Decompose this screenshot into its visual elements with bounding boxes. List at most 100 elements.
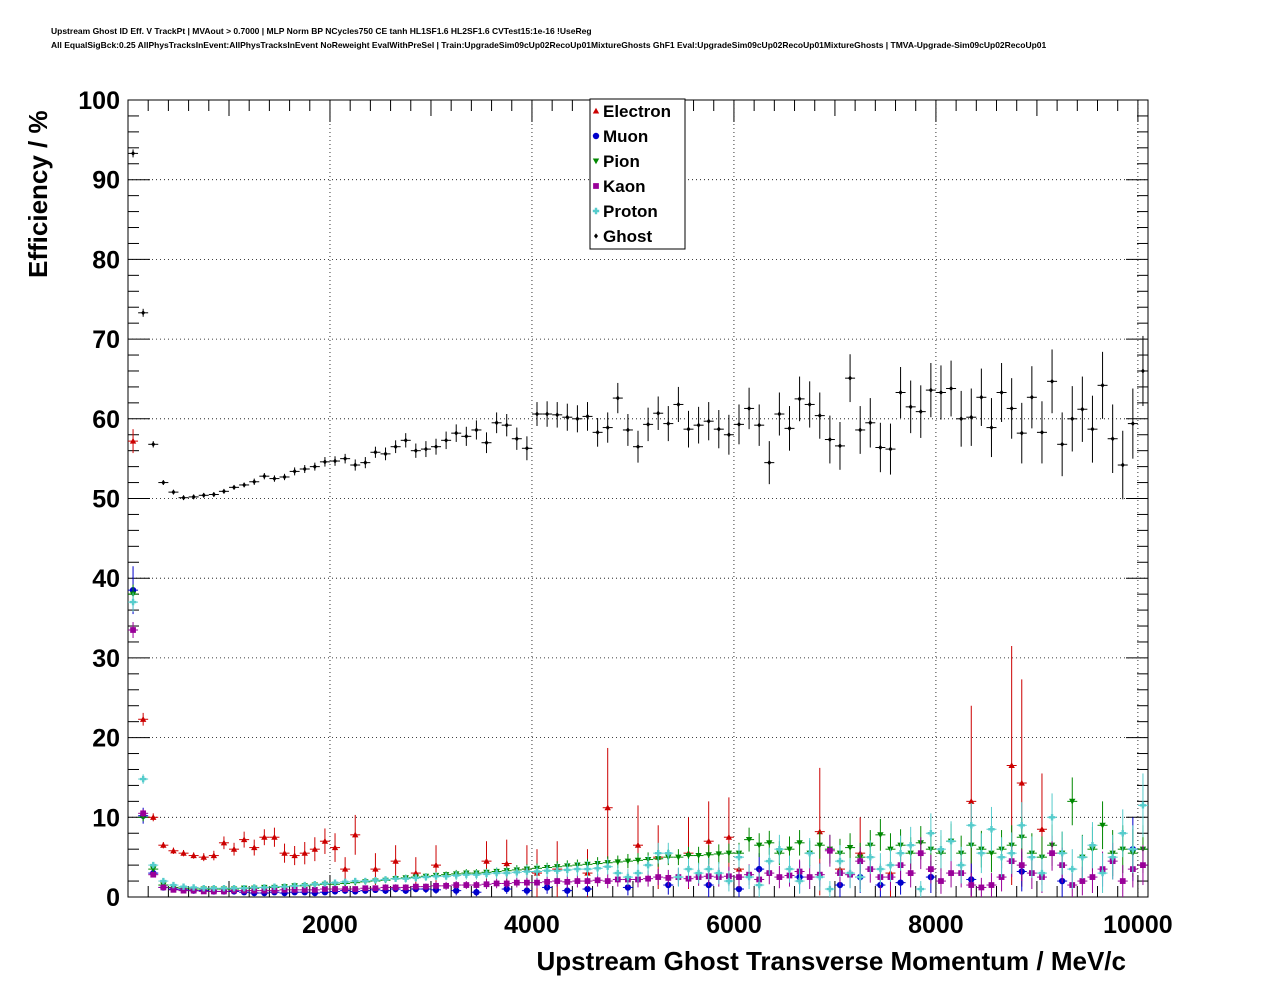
proton-point — [614, 869, 622, 877]
ghost-point — [141, 310, 146, 316]
x-axis-label: Upstream Ghost Transverse Momentum / MeV… — [536, 946, 1126, 976]
electron-point — [725, 834, 733, 840]
kaon-point — [402, 884, 409, 891]
ghost-point — [262, 473, 267, 479]
ghost-point — [151, 441, 156, 447]
proton-point — [735, 853, 743, 861]
kaon-point — [291, 886, 298, 893]
proton-point — [644, 861, 652, 869]
y-tick-label: 100 — [78, 87, 120, 115]
proton-point — [907, 841, 914, 849]
muon-point — [624, 884, 632, 891]
legend-box — [589, 98, 686, 250]
y-tick-label: 50 — [92, 486, 120, 514]
muon-point — [473, 889, 480, 896]
proton-point — [271, 883, 278, 890]
ghost-point — [605, 424, 610, 431]
proton-point — [442, 873, 450, 880]
proton-point — [978, 849, 985, 857]
proton-point — [513, 869, 521, 876]
kaon-point — [483, 881, 490, 888]
ghost-point — [716, 426, 721, 432]
proton-point — [806, 849, 813, 857]
proton-point — [685, 865, 692, 873]
kaon-point — [988, 882, 995, 888]
ghost-point — [646, 421, 651, 427]
ghost-point — [232, 484, 237, 490]
proton-point — [816, 873, 823, 881]
kaon-point — [160, 884, 167, 891]
ghost-point — [211, 491, 216, 498]
proton-point — [957, 861, 965, 869]
ghost-point — [565, 414, 570, 420]
ghost-point — [434, 444, 439, 450]
ghost-point — [999, 389, 1004, 396]
electron-point — [139, 716, 147, 722]
ghost-point — [595, 429, 600, 435]
proton-point — [836, 857, 844, 865]
proton-point — [129, 598, 137, 606]
proton-point — [180, 883, 187, 890]
electron-point — [210, 852, 218, 859]
ghost-point — [918, 409, 923, 415]
ghost-point — [1130, 420, 1135, 427]
electron-point — [160, 841, 167, 848]
electron-point — [705, 838, 712, 844]
proton-point — [281, 883, 288, 890]
legend-label-muon: Muon — [603, 127, 648, 146]
ghost-point — [555, 412, 560, 418]
ghost-point — [1120, 462, 1125, 468]
proton-point — [897, 849, 904, 857]
chart-title-line-1: Upstream Ghost ID Eff. V TrackPt | MVAou… — [51, 26, 592, 36]
proton-point — [554, 867, 561, 874]
electron-point — [301, 849, 308, 856]
ghost-point — [343, 456, 348, 462]
electron-point — [412, 869, 420, 876]
proton-point — [412, 874, 420, 882]
kaon-point — [493, 880, 500, 887]
proton-point — [1109, 853, 1116, 861]
proton-point — [261, 884, 268, 891]
ghost-point — [1090, 426, 1095, 432]
proton-point — [240, 885, 248, 892]
pion-point — [745, 837, 753, 843]
ghost-point — [868, 420, 873, 426]
proton-point — [1058, 849, 1066, 857]
electron-point — [180, 849, 187, 856]
grid-lines — [128, 100, 1148, 897]
y-tick-label: 0 — [106, 884, 120, 912]
kaon-point — [170, 886, 177, 893]
muon-point — [453, 887, 460, 894]
pion-point — [877, 832, 884, 839]
proton-point — [947, 838, 955, 845]
ghost-point — [625, 427, 630, 433]
kaon-point — [584, 878, 591, 884]
proton-point — [170, 881, 177, 889]
proton-point — [634, 869, 642, 877]
y-tick-label: 20 — [92, 725, 120, 753]
kaon-point — [423, 883, 429, 890]
y-axis: 0 10 20 30 40 50 60 70 80 90 100 — [78, 87, 1148, 912]
ghost-point — [878, 444, 883, 451]
kaon-point — [382, 884, 389, 891]
ghost-point — [777, 411, 782, 417]
kaon-point — [503, 880, 510, 887]
kaon-point — [968, 882, 975, 888]
kaon-point — [513, 879, 520, 886]
ghost-point — [524, 445, 529, 451]
ghost-point — [474, 427, 479, 433]
kaon-point — [827, 847, 833, 854]
proton-point — [352, 877, 359, 885]
electron-point — [816, 828, 823, 835]
kaon-point — [544, 878, 550, 885]
ghost-point — [1019, 430, 1024, 436]
ghost-point — [302, 466, 307, 472]
ghost-point — [1110, 436, 1115, 442]
pion-point — [675, 854, 682, 861]
ghost-point — [757, 422, 762, 428]
ghost-point — [464, 433, 469, 439]
ghost-point — [585, 413, 590, 420]
legend-label-kaon: Kaon — [603, 177, 646, 196]
ghost-point — [363, 460, 368, 466]
